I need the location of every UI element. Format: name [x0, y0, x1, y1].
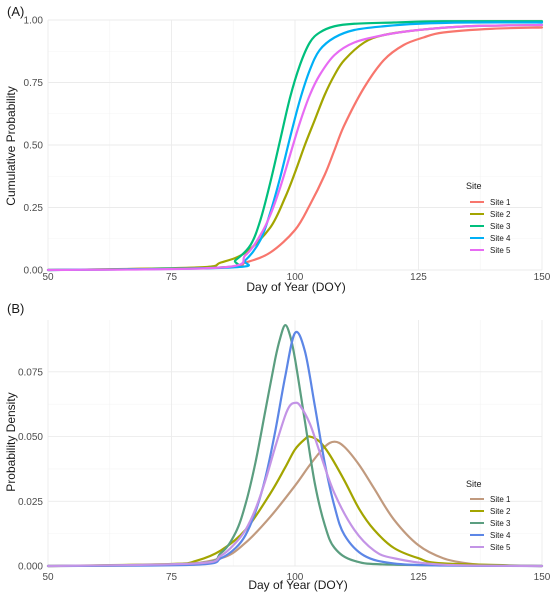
panel-a-legend-title: Site — [466, 181, 482, 191]
panel-a-series-line-site-4 — [46, 21, 544, 272]
panel-b-x-tick-label: 50 — [42, 572, 54, 583]
panel-a-y-ticks: 0.00 0.25 0.50 0.75 1.00 — [24, 16, 44, 277]
panel-b-x-axis-title: Day of Year (DOY) — [248, 578, 347, 592]
panel-b-legend-label-site-1: Site 1 — [490, 495, 511, 504]
panel-b-y-tick-label: 0.075 — [18, 367, 43, 378]
panel-b-y-tick-label: 0.000 — [18, 562, 43, 573]
panel-b-x-tick-label: 100 — [287, 572, 304, 583]
panel-b-x-tick-label: 125 — [410, 572, 427, 583]
panel-b-legend-label-site-4: Site 4 — [490, 531, 511, 540]
panel-a-legend-label-site-1: Site 1 — [490, 198, 511, 207]
panel-a-label: (A) — [7, 4, 24, 19]
panel-b-series-line-site-4 — [46, 330, 544, 568]
panel-a-x-tick-label: 50 — [42, 272, 54, 283]
panel-a-y-tick-label: 0.50 — [24, 141, 44, 152]
panel-a-y-tick-label: 0.25 — [24, 203, 44, 214]
panel-a-x-ticks: 50 75 100 125 150 — [42, 272, 550, 283]
panel-b-y-tick-label: 0.025 — [18, 497, 43, 508]
panel-b-y-tick-label: 0.050 — [18, 432, 43, 443]
panel-a-legend: Site Site 1 Site 2 Site 3 Site 4 Site 5 — [466, 181, 511, 255]
panel-b-series-line-site-2 — [46, 435, 544, 568]
panel-a-lines — [46, 20, 544, 272]
panel-a-x-tick-label: 75 — [166, 272, 178, 283]
panel-a-series-line-site-3 — [46, 20, 544, 272]
panel-a-y-tick-label: 1.00 — [24, 16, 44, 27]
panel-a-y-axis-title: Cumulative Probability — [4, 86, 18, 205]
panel-a-y-tick-label: 0.00 — [24, 266, 44, 277]
panel-a-x-tick-label: 150 — [534, 272, 550, 283]
panel-b-legend-label-site-3: Site 3 — [490, 519, 511, 528]
panel-b-legend: Site Site 1 Site 2 Site 3 Site 4 Site 5 — [466, 479, 511, 552]
panel-a-x-tick-label: 100 — [287, 272, 304, 283]
panel-b-series-line-site-3 — [46, 324, 544, 568]
panel-b-lines — [46, 324, 544, 568]
panel-a-legend-label-site-2: Site 2 — [490, 210, 511, 219]
panel-a-series-line-site-5 — [46, 23, 544, 272]
panel-a-x-axis-title: Day of Year (DOY) — [246, 280, 345, 294]
panel-a-x-tick-label: 125 — [410, 272, 427, 283]
panel-b-label: (B) — [7, 301, 24, 316]
panel-b-x-tick-label: 75 — [166, 572, 178, 583]
panel-b-x-ticks: 50 75 100 125 150 — [42, 572, 550, 583]
panel-b-y-axis-title: Probability Density — [4, 392, 18, 491]
panel-b-legend-title: Site — [466, 479, 482, 489]
panel-b-legend-label-site-2: Site 2 — [490, 507, 511, 516]
panel-b-series-line-site-1 — [46, 440, 544, 568]
panel-b: (B) 50 75 100 125 150 0.000 0.025 0.050 0.075 D… — [4, 301, 550, 592]
panel-a-legend-label-site-3: Site 3 — [490, 222, 511, 231]
panel-b-x-tick-label: 150 — [534, 572, 550, 583]
panel-a-legend-label-site-5: Site 5 — [490, 246, 511, 255]
panel-b-legend-label-site-5: Site 5 — [490, 543, 511, 552]
panel-a-legend-label-site-4: Site 4 — [490, 234, 511, 243]
panel-b-series-line-site-5 — [46, 401, 544, 568]
panel-a-y-tick-label: 0.75 — [24, 78, 44, 89]
panel-a: (A) 50 75 100 125 150 0.00 0.25 0.50 0.75 1.00 D… — [4, 4, 550, 294]
panel-b-y-ticks: 0.000 0.025 0.050 0.075 — [18, 367, 43, 572]
